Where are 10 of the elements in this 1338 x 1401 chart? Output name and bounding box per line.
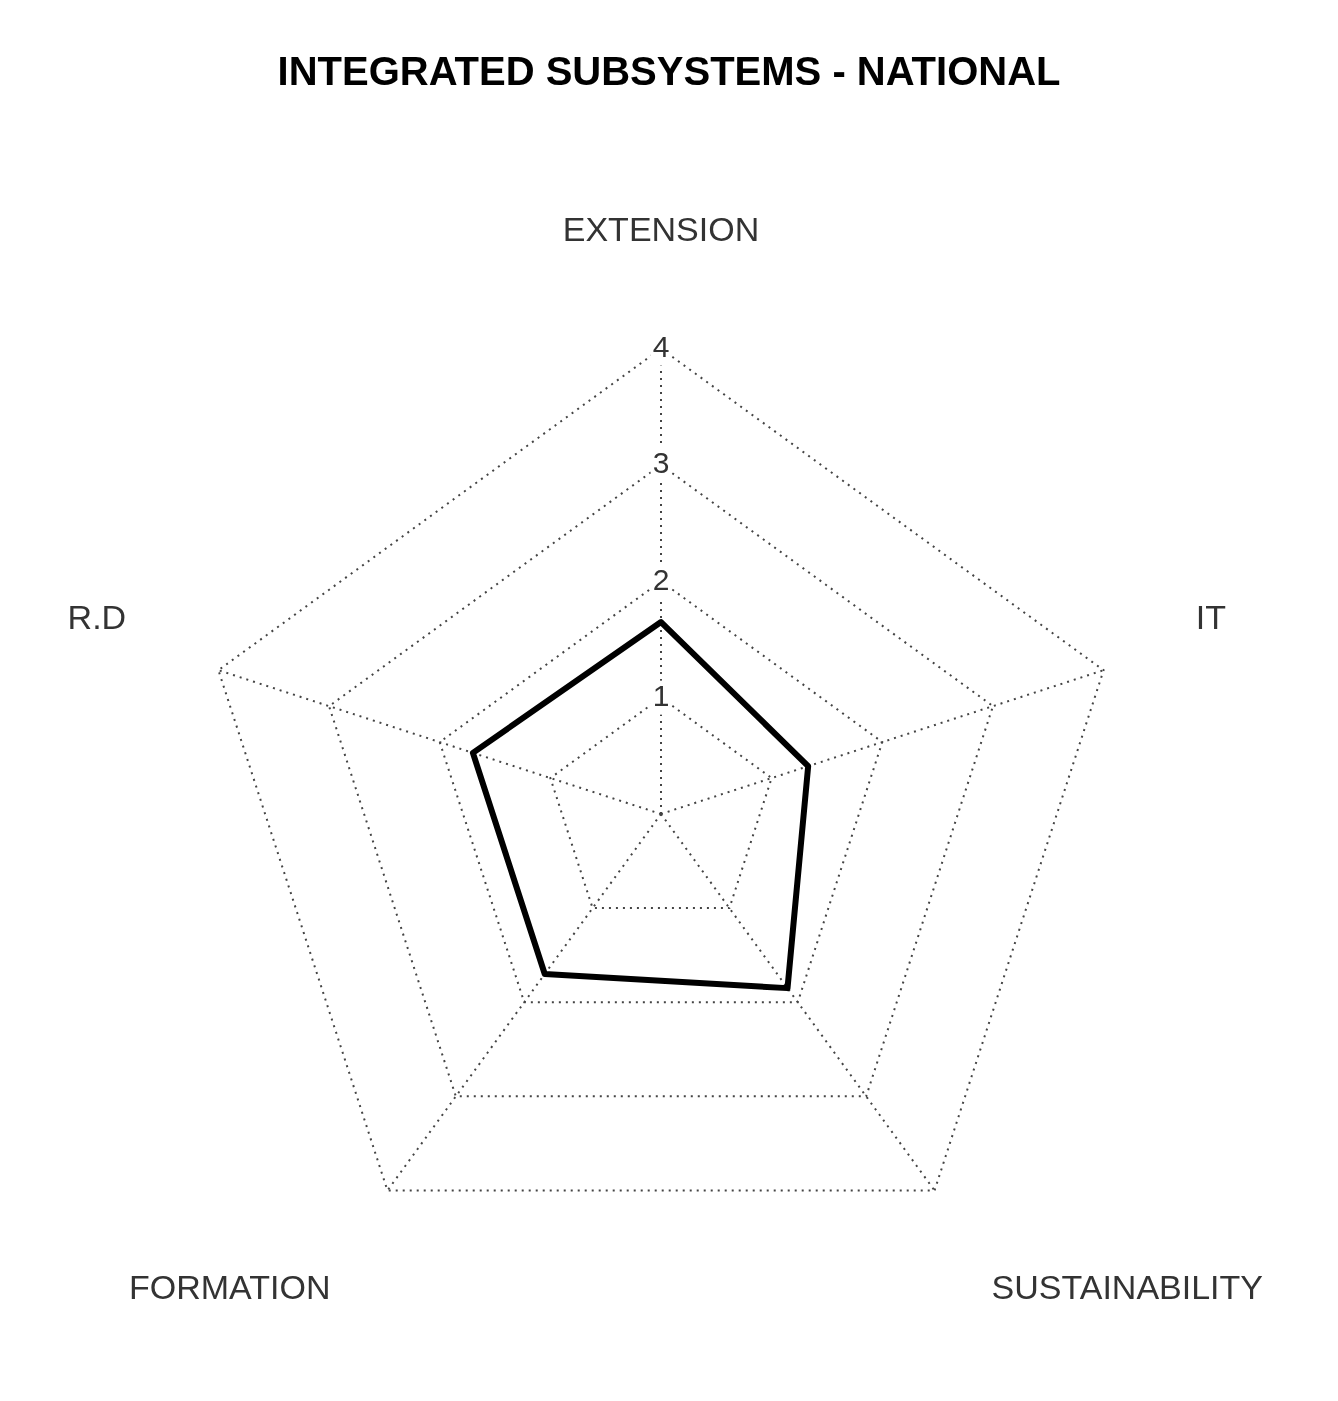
- y-tick-label: 1: [652, 678, 670, 712]
- spoke-label: IT: [1195, 598, 1227, 637]
- chart-title: INTEGRATED SUBSYSTEMS - NATIONAL: [277, 49, 1061, 94]
- y-tick-label: 3: [652, 446, 670, 480]
- spoke-label: R.D: [67, 598, 127, 637]
- y-tick-label: 2: [652, 562, 670, 596]
- spoke-label: SUSTAINABILITY: [991, 1267, 1263, 1306]
- spoke-label: EXTENSION: [562, 209, 760, 248]
- y-tick-label: 4: [652, 329, 670, 363]
- spoke-label: FORMATION: [128, 1267, 331, 1306]
